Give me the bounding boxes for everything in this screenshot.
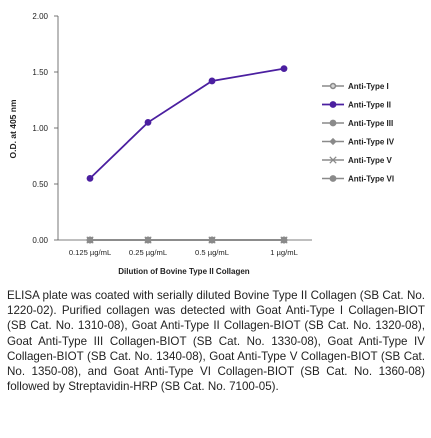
legend-marker [329,119,337,127]
x-axis-label: Dilution of Bovine Type II Collagen [118,267,250,276]
data-point [280,236,288,244]
x-tick-label: 0.125 µg/mL [69,248,111,257]
legend-entry: Anti-Type I [322,82,389,91]
legend-label: Anti-Type V [348,156,393,165]
legend-marker [329,82,337,90]
y-tick-label: 0.50 [32,180,48,189]
series-group [86,65,288,244]
legend-marker [329,156,337,164]
elisa-line-chart: 0.00 0.50 1.00 1.50 2.00 0.125 µg/mL 0.25 µg/… [8,12,395,276]
legend-entry: Anti-Type V [322,156,393,165]
legend-entry: Anti-Type IV [322,138,395,147]
data-point [208,77,216,85]
series-anti-type-ii [86,65,288,182]
x-tick-label: 0.5 µg/mL [195,248,229,257]
legend-marker [329,175,337,182]
axes [57,16,312,241]
series-anti-type-vi [86,236,288,244]
legend-label: Anti-Type VI [348,175,394,184]
legend-entry: Anti-Type VI [322,175,394,184]
legend-marker [329,137,337,146]
y-tick-label: 0.00 [32,236,48,245]
legend-entry: Anti-Type III [322,119,393,128]
x-ticks: 0.125 µg/mL 0.25 µg/mL 0.5 µg/mL 1 µg/mL [69,240,298,257]
data-point [208,236,216,244]
x-tick-label: 1 µg/mL [270,248,298,257]
legend-label: Anti-Type III [348,119,393,128]
series-line [89,67,285,180]
legend-label: Anti-Type IV [348,138,395,147]
y-tick-label: 1.50 [32,68,48,77]
data-point [86,175,94,182]
figure-caption: ELISA plate was coated with serially dil… [7,289,425,394]
legend-label: Anti-Type II [348,101,391,110]
legend-marker [329,101,337,108]
data-point [144,236,152,244]
y-axis-label: O.D. at 405 nm [8,99,18,158]
data-point [144,119,152,126]
legend-label: Anti-Type I [348,82,389,91]
y-tick-label: 1.00 [32,124,48,133]
legend: Anti-Type I Anti-Type II Anti-Type III Anti… [322,82,395,184]
legend-entry: Anti-Type II [322,101,391,110]
data-point [280,65,288,73]
y-ticks: 0.00 0.50 1.00 1.50 2.00 [32,12,58,245]
data-point [86,236,94,244]
y-tick-label: 2.00 [32,12,48,21]
x-tick-label: 0.25 µg/mL [129,248,167,257]
